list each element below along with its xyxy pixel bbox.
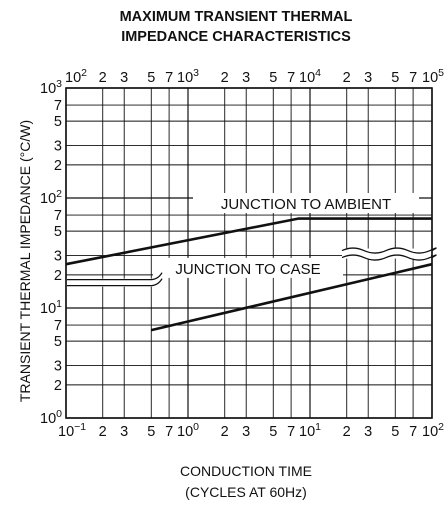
x-axis-title-line-2: (CYCLES AT 60Hz) bbox=[185, 484, 307, 500]
y-tick-label: 7 bbox=[54, 98, 62, 114]
y-tick-label: 2 bbox=[54, 158, 62, 174]
x-tick-label-bottom: 2 bbox=[221, 424, 229, 440]
label-bg-case bbox=[153, 257, 343, 278]
x-tick-label-top: 7 bbox=[409, 70, 417, 86]
y-axis-title: TRANSIENT THERMAL IMPEDANCE (°C/W) bbox=[17, 120, 33, 402]
x-tick-label-top: 3 bbox=[120, 70, 128, 86]
x-tick-label-bottom: 10−1 bbox=[58, 421, 86, 440]
x-tick-label-bottom: 5 bbox=[391, 424, 399, 440]
y-tick-label: 7 bbox=[54, 318, 62, 334]
break-gap-left bbox=[67, 278, 163, 287]
x-tick-label-bottom: 3 bbox=[364, 424, 372, 440]
x-tick-label-top: 7 bbox=[165, 70, 173, 86]
x-tick-label-bottom: 102 bbox=[422, 421, 444, 440]
x-tick-label-bottom: 101 bbox=[299, 421, 321, 440]
x-tick-label-bottom: 7 bbox=[165, 424, 173, 440]
break-gap bbox=[342, 248, 431, 259]
chart-title-line-2: IMPEDANCE CHARACTERISTICS bbox=[121, 29, 351, 45]
y-tick-label: 3 bbox=[54, 359, 62, 375]
y-tick-label: 101 bbox=[40, 298, 62, 317]
x-axis-title-line-1: CONDUCTION TIME bbox=[180, 463, 312, 479]
y-tick-label: 5 bbox=[54, 224, 62, 240]
y-tick-label: 3 bbox=[54, 139, 62, 155]
x-tick-label-top: 2 bbox=[343, 70, 351, 86]
break-line-left-lower bbox=[67, 278, 163, 287]
x-tick-label-top: 5 bbox=[147, 70, 155, 86]
x-tick-label-top: 105 bbox=[422, 67, 444, 86]
x-tick-label-bottom: 7 bbox=[287, 424, 295, 440]
x-tick-label-top: 104 bbox=[299, 67, 321, 86]
x-tick-label-top: 102 bbox=[65, 67, 87, 86]
x-tick-label-bottom: 5 bbox=[269, 424, 277, 440]
series-label-junction-to-case: JUNCTION TO CASE bbox=[175, 261, 320, 278]
x-tick-label-bottom: 5 bbox=[147, 424, 155, 440]
y-tick-label: 100 bbox=[40, 408, 62, 427]
y-tick-label: 103 bbox=[40, 78, 62, 97]
series-label-junction-to-ambient: JUNCTION TO AMBIENT bbox=[221, 196, 391, 213]
series-labels: JUNCTION TO AMBIENT JUNCTION TO CASE bbox=[67, 193, 437, 287]
x-tick-label-top: 7 bbox=[287, 70, 295, 86]
break-line-left-upper bbox=[67, 272, 163, 281]
x-tick-label-top: 2 bbox=[221, 70, 229, 86]
x-tick-label-top: 3 bbox=[364, 70, 372, 86]
x-tick-label-bottom: 7 bbox=[409, 424, 417, 440]
series-junction-to-case bbox=[151, 262, 433, 332]
y-tick-label: 2 bbox=[54, 378, 62, 394]
x-tick-label-top: 5 bbox=[391, 70, 399, 86]
y-tick-label: 7 bbox=[54, 208, 62, 224]
y-tick-label: 5 bbox=[54, 114, 62, 130]
x-tick-label-top: 3 bbox=[242, 70, 250, 86]
x-tick-label-bottom: 2 bbox=[99, 424, 107, 440]
x-tick-label-top: 2 bbox=[99, 70, 107, 86]
label-bg-ambient bbox=[193, 193, 419, 213]
y-tick-label: 102 bbox=[40, 188, 62, 207]
x-tick-label-top: 5 bbox=[269, 70, 277, 86]
y-tick-label: 5 bbox=[54, 334, 62, 350]
x-tick-label-top: 103 bbox=[177, 67, 199, 86]
x-tick-label-bottom: 2 bbox=[343, 424, 351, 440]
x-tick-label-bottom: 100 bbox=[177, 421, 199, 440]
x-tick-label-bottom: 3 bbox=[120, 424, 128, 440]
series-lines bbox=[65, 217, 433, 332]
y-tick-label: 3 bbox=[54, 249, 62, 265]
plot-frame bbox=[65, 87, 433, 419]
x-tick-label-bottom: 3 bbox=[242, 424, 250, 440]
y-tick-label: 2 bbox=[54, 268, 62, 284]
chart-title-line-1: MAXIMUM TRANSIENT THERMAL bbox=[120, 9, 353, 25]
series-junction-to-ambient bbox=[65, 217, 432, 266]
